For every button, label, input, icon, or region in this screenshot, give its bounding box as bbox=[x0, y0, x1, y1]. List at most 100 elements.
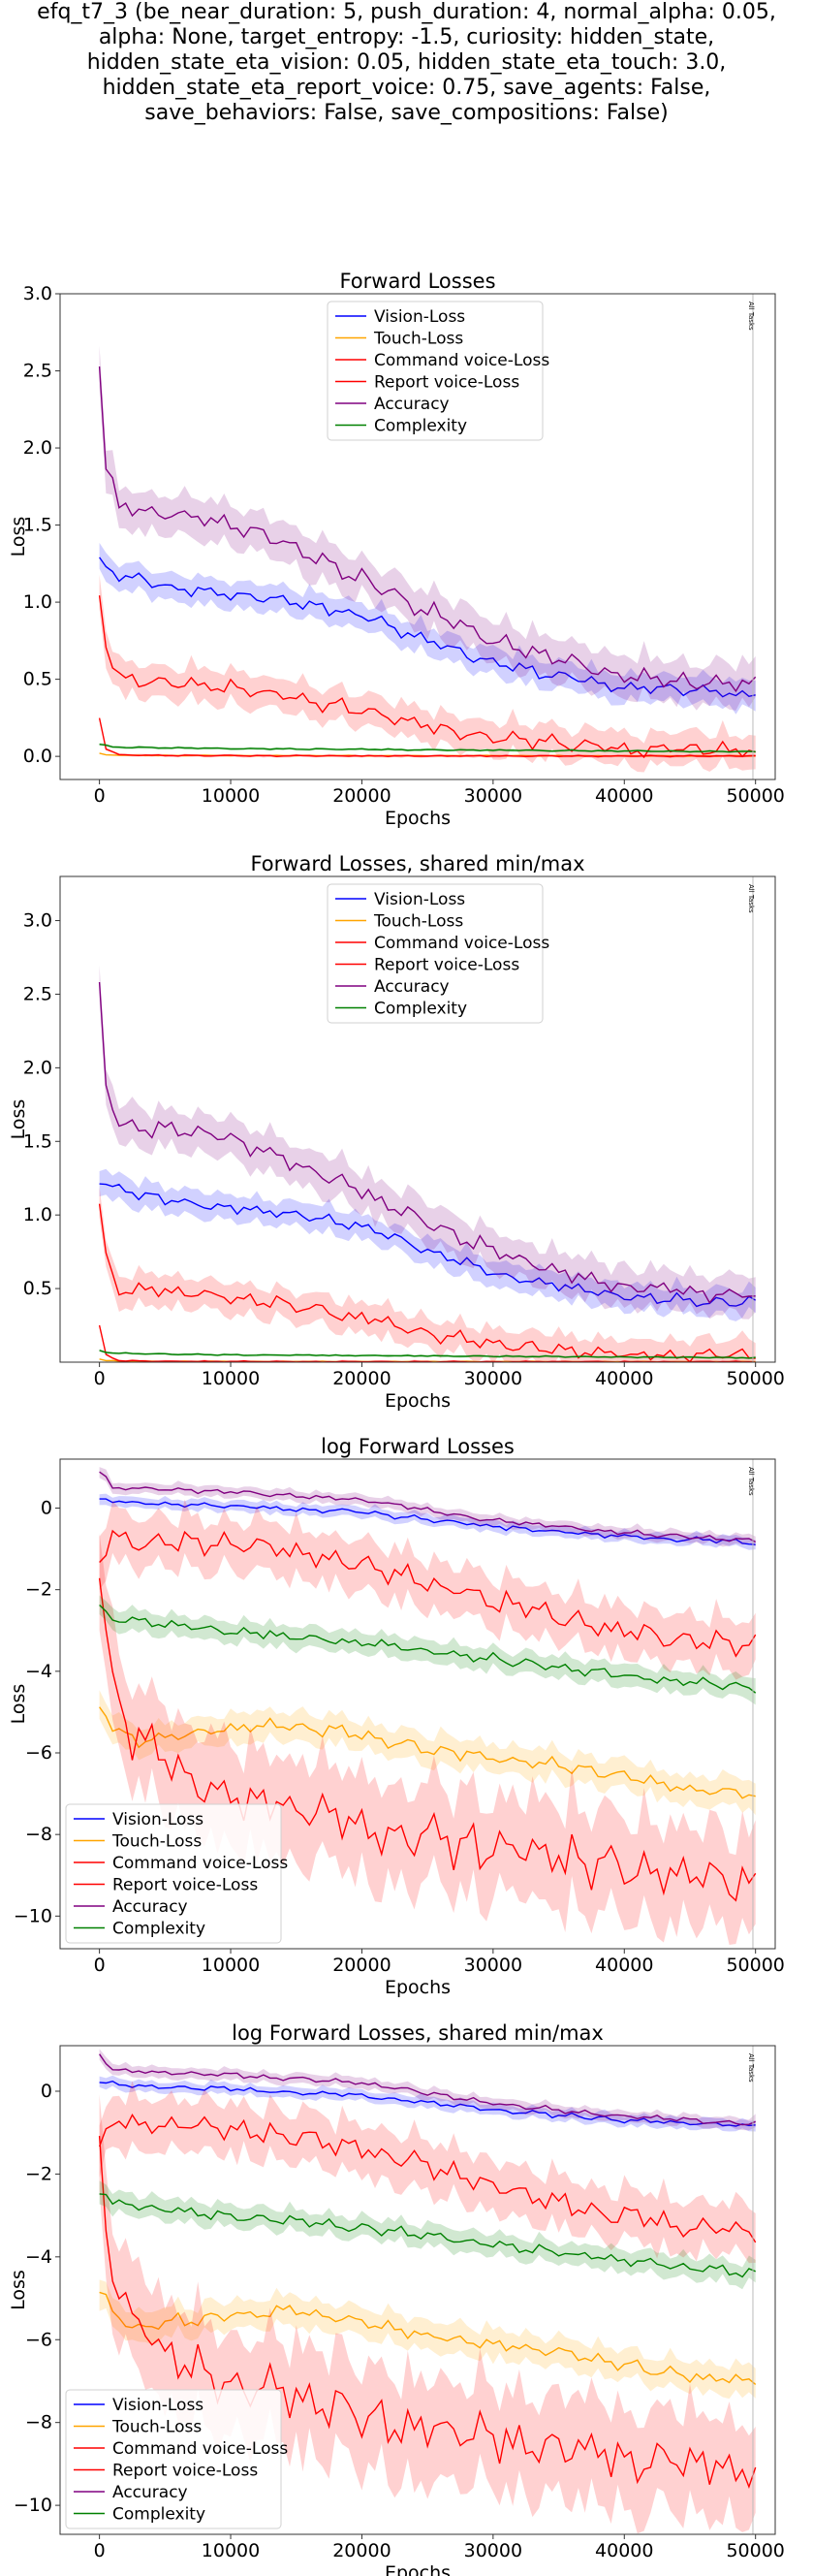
y-tick-label: −8 bbox=[25, 1824, 52, 1845]
x-tick-label: 50000 bbox=[726, 785, 784, 807]
series-line-5 bbox=[99, 1350, 756, 1359]
series-line-0 bbox=[99, 2080, 756, 2127]
suptitle-line: alpha: None, target_entropy: -1.5, curio… bbox=[98, 25, 715, 49]
series-line-0 bbox=[99, 1498, 756, 1545]
series-line-3 bbox=[98, 1577, 757, 1902]
x-axis-label: Epochs bbox=[385, 808, 451, 829]
axes-frame bbox=[59, 2045, 776, 2535]
chart-title: log Forward Losses bbox=[321, 1435, 515, 1458]
series-line-5 bbox=[99, 2193, 756, 2278]
series-line-4 bbox=[98, 366, 757, 693]
plot-area bbox=[98, 965, 757, 1362]
x-tick-label: 20000 bbox=[332, 1368, 391, 1389]
chart-title: Forward Losses, shared min/max bbox=[250, 852, 584, 875]
legend: Vision-Loss Touch-Loss Command voice-Loss R… bbox=[327, 883, 549, 1024]
legend-entry: Touch-Loss bbox=[111, 2418, 202, 2437]
series-line-2 bbox=[99, 1529, 757, 1658]
y-tick-label: −2 bbox=[25, 1579, 52, 1601]
x-axis-label: Epochs bbox=[385, 2562, 451, 2576]
suptitle-line: save_behaviors: False, save_compositions… bbox=[144, 101, 669, 125]
series-line-2 bbox=[98, 1203, 756, 1362]
series-line-4 bbox=[99, 2053, 756, 2126]
legend-entry: Complexity bbox=[374, 1000, 467, 1019]
legend-box bbox=[327, 301, 544, 441]
legend-entry: Report voice-Loss bbox=[374, 956, 519, 975]
y-tick-label: 0 bbox=[41, 1498, 52, 1519]
legend-entry: Report voice-Loss bbox=[112, 1876, 258, 1895]
x-tick-label: 40000 bbox=[595, 2540, 653, 2561]
series-band-2 bbox=[99, 2081, 756, 2264]
chart-title: log Forward Losses, shared min/max bbox=[232, 2021, 604, 2045]
series-line-4 bbox=[98, 981, 756, 1304]
legend-entry: Command voice-Loss bbox=[374, 351, 549, 370]
x-tick-label: 10000 bbox=[202, 2540, 260, 2561]
suptitle-line: hidden_state_eta_vision: 0.05, hidden_st… bbox=[86, 50, 727, 75]
axes-frame bbox=[59, 875, 776, 1363]
y-tick-label: −10 bbox=[14, 2495, 52, 2516]
y-tick-label: −6 bbox=[25, 1742, 52, 1764]
x-tick-label: 50000 bbox=[726, 2540, 784, 2561]
axes-frame bbox=[59, 1458, 776, 1950]
axes-frame bbox=[59, 293, 776, 780]
x-axis-label: Epochs bbox=[385, 1977, 451, 1998]
x-tick-label: 50000 bbox=[726, 1368, 784, 1389]
suptitle-line: efq_t7_3 (be_near_duration: 5, push_dura… bbox=[37, 0, 776, 24]
task-divider-label: All Tasks bbox=[747, 302, 755, 331]
x-tick-label: 30000 bbox=[464, 1368, 522, 1389]
task-divider-label: All Tasks bbox=[747, 2053, 755, 2083]
legend-box bbox=[327, 883, 544, 1024]
y-tick-label: 2.5 bbox=[23, 983, 52, 1004]
legend-entry: Complexity bbox=[112, 1920, 205, 1939]
y-tick-label: 3.0 bbox=[23, 283, 52, 304]
x-tick-label: 10000 bbox=[202, 1955, 260, 1976]
plot-area bbox=[98, 1467, 757, 1945]
legend-entry: Report voice-Loss bbox=[112, 2462, 258, 2481]
chart-panel-3: All Tasks 0 10000 20000 30000 40000 50000 −10 −8… bbox=[8, 1435, 785, 1998]
legend-entry: Report voice-Loss bbox=[374, 373, 519, 393]
series-line-0 bbox=[99, 557, 756, 698]
y-tick-label: −2 bbox=[25, 2163, 52, 2184]
y-axis-label: Loss bbox=[8, 1099, 29, 1140]
y-axis-label: Loss bbox=[8, 517, 29, 557]
series-band-3 bbox=[99, 1533, 756, 1945]
legend: Vision-Loss Touch-Loss Command voice-Loss R… bbox=[65, 2389, 288, 2529]
y-tick-label: 1.0 bbox=[23, 1204, 52, 1225]
legend-entry: Vision-Loss bbox=[112, 1810, 203, 1829]
y-tick-label: −8 bbox=[25, 2412, 52, 2433]
series-line-3 bbox=[98, 717, 756, 758]
series-band-2 bbox=[99, 1187, 756, 1362]
y-tick-label: 2.0 bbox=[23, 437, 52, 459]
series-line-4 bbox=[99, 1471, 757, 1543]
series-line-3 bbox=[98, 2136, 757, 2490]
legend-entry: Complexity bbox=[374, 417, 467, 436]
figure-suptitle: efq_t7_3 (be_near_duration: 5, push_dura… bbox=[0, 0, 813, 126]
legend: Vision-Loss Touch-Loss Command voice-Loss R… bbox=[327, 301, 549, 441]
suptitle-line: hidden_state_eta_report_voice: 0.75, sav… bbox=[102, 76, 711, 100]
legend-entry: Complexity bbox=[112, 2505, 205, 2525]
y-tick-label: 2.0 bbox=[23, 1057, 52, 1078]
x-tick-label: 0 bbox=[94, 1368, 106, 1389]
x-axis-label: Epochs bbox=[385, 1390, 451, 1412]
x-tick-label: 30000 bbox=[464, 785, 522, 807]
series-band-1 bbox=[99, 2279, 756, 2400]
series-band-4 bbox=[99, 2049, 756, 2131]
legend-entry: Command voice-Loss bbox=[112, 2439, 288, 2459]
series-line-2 bbox=[98, 2113, 757, 2243]
legend-entry: Touch-Loss bbox=[111, 1832, 202, 1852]
legend-entry: Command voice-Loss bbox=[112, 1854, 288, 1873]
x-tick-label: 50000 bbox=[726, 1955, 784, 1976]
task-divider-label: All Tasks bbox=[747, 1467, 755, 1496]
x-tick-label: 10000 bbox=[202, 1368, 260, 1389]
chart-title: Forward Losses bbox=[339, 270, 495, 293]
chart-panel-1: All Tasks 0 10000 20000 30000 40000 50000 0.0 0.… bbox=[8, 270, 785, 829]
y-tick-label: 3.0 bbox=[23, 910, 52, 932]
series-band-0 bbox=[99, 542, 756, 715]
x-tick-label: 40000 bbox=[595, 1955, 653, 1976]
y-tick-label: −4 bbox=[25, 2246, 52, 2268]
x-tick-label: 20000 bbox=[332, 2540, 391, 2561]
y-tick-label: 0.5 bbox=[23, 669, 52, 690]
y-axis-label: Loss bbox=[8, 1684, 29, 1725]
legend-entry: Accuracy bbox=[112, 2483, 188, 2502]
y-tick-label: 1.0 bbox=[23, 591, 52, 613]
legend-entry: Touch-Loss bbox=[373, 330, 463, 349]
